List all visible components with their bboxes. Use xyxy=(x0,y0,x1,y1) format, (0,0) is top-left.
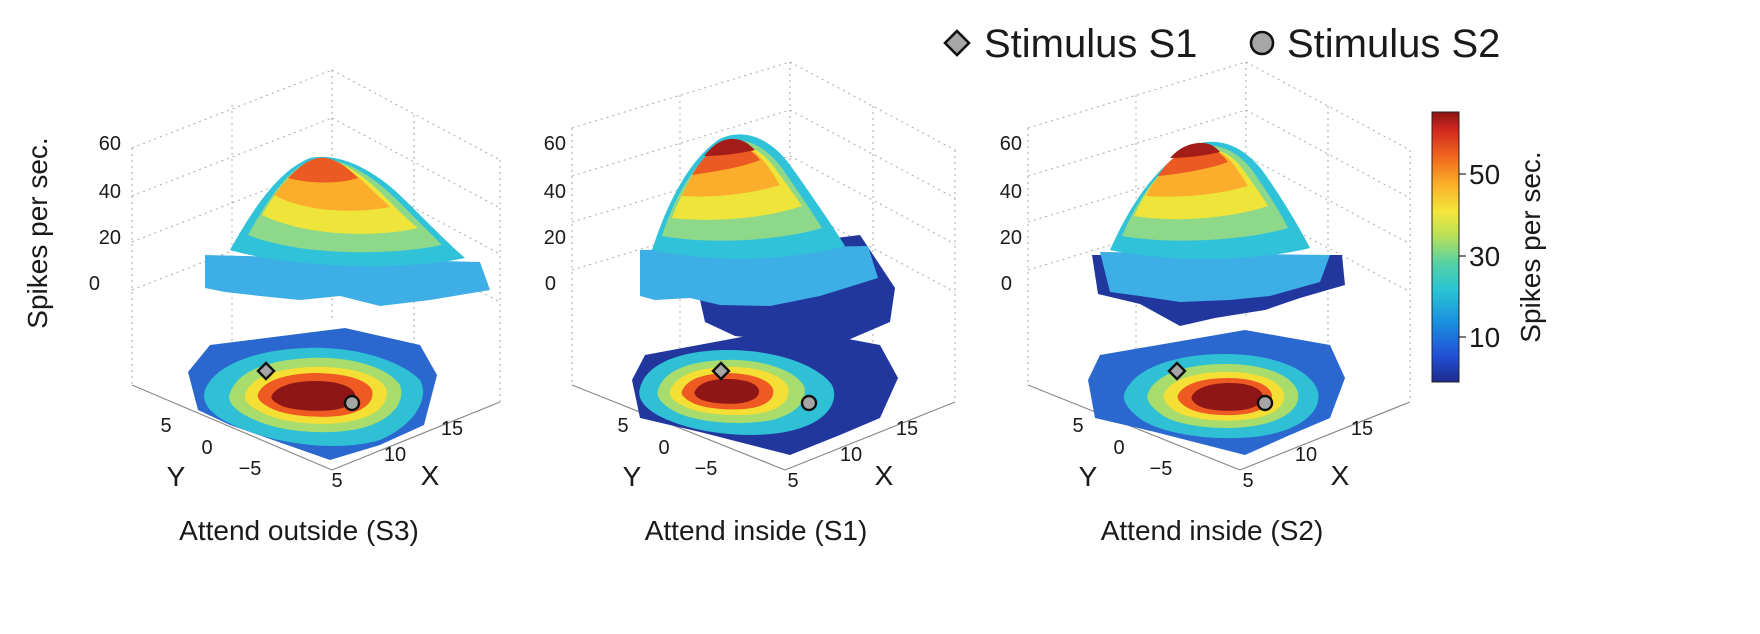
panel-3-ztick: 60 xyxy=(1000,133,1022,155)
colorbar: 10 30 50 Spikes per sec. xyxy=(1431,111,1546,383)
colorbar-label: Spikes per sec. xyxy=(1515,151,1546,342)
panel-2-x-axis-label: X xyxy=(875,460,894,491)
panel-3-stimulus-s1-marker xyxy=(1167,361,1187,381)
panel-3-xtick: 15 xyxy=(1351,418,1373,440)
panel-3-band-5 xyxy=(1158,147,1228,176)
panel-3-contour xyxy=(1088,330,1345,455)
colorbar-ticks: 10 30 50 xyxy=(1459,159,1500,353)
panel-2-y-axis-label: Y xyxy=(623,461,642,492)
panel-2-markers xyxy=(711,361,818,412)
colorbar-tick-label: 50 xyxy=(1469,159,1500,190)
panel-1-xtick: 5 xyxy=(331,470,342,492)
panel-3-ytick: 5 xyxy=(1072,415,1083,437)
panel-3-band-peak xyxy=(1170,142,1220,158)
panel-3-xtick: 10 xyxy=(1295,444,1317,466)
panel-2-ytick: −5 xyxy=(695,458,718,480)
panel-1-ytick: 0 xyxy=(201,437,212,459)
panel-1-z-axis-label: Spikes per sec. xyxy=(22,137,53,328)
panel-attend-inside-s1: 60 40 20 0 5 0 −5 5 10 15 Y X Attend ins… xyxy=(544,61,956,546)
panel-3-contour-peak xyxy=(1191,383,1264,411)
panel-3-x-axis-label: X xyxy=(1331,460,1350,491)
panel-1-z-ticks: 60 40 20 0 xyxy=(89,133,121,295)
panel-2-contour-peak xyxy=(694,379,760,404)
panel-1-y-axis-label: Y xyxy=(167,461,186,492)
legend-s2-circle-icon xyxy=(1249,30,1275,56)
panel-attend-outside: 60 40 20 0 5 0 −5 5 10 15 Y X Spikes per… xyxy=(22,69,501,546)
panel-3-y-axis-label: Y xyxy=(1079,461,1098,492)
panel-1-ztick: 0 xyxy=(89,273,100,295)
panel-3-caption: Attend inside (S2) xyxy=(1101,515,1324,546)
panel-2-xtick: 15 xyxy=(896,418,918,440)
panel-3-x-ticks: 5 10 15 xyxy=(1242,418,1373,492)
panel-3-markers xyxy=(1167,361,1274,412)
panel-2-caption: Attend inside (S1) xyxy=(645,515,868,546)
panel-2-surface xyxy=(640,134,895,342)
panel-1-y-ticks: 5 0 −5 xyxy=(160,415,261,480)
panel-1-contour-peak xyxy=(271,381,356,411)
colorbar-tick-label: 30 xyxy=(1469,241,1500,272)
panel-1-xtick: 10 xyxy=(384,444,406,466)
colorbar-gradient xyxy=(1431,111,1460,383)
panel-3-surface xyxy=(1092,141,1345,326)
panel-2-z-ticks: 60 40 20 0 xyxy=(544,133,566,295)
panel-3-ytick: 0 xyxy=(1113,437,1124,459)
panel-1-ytick: 5 xyxy=(160,415,171,437)
panel-2-ztick: 20 xyxy=(544,227,566,249)
panel-3-surface-base xyxy=(1100,252,1330,302)
panel-1-x-ticks: 5 10 15 xyxy=(331,418,463,492)
panel-1-surface-base xyxy=(205,255,490,306)
panel-2-y-ticks: 5 0 −5 xyxy=(617,415,717,480)
panel-2-stimulus-s1-marker xyxy=(711,361,731,381)
panel-2-ztick: 0 xyxy=(545,273,556,295)
panel-2-ztick: 60 xyxy=(544,133,566,155)
panel-1-ztick: 60 xyxy=(99,133,121,155)
panel-1-surface xyxy=(205,156,490,306)
panel-2-contour xyxy=(632,328,898,455)
panel-attend-inside-s2: 60 40 20 0 5 0 −5 5 10 15 Y X Attend ins… xyxy=(1000,61,1411,546)
panel-1-markers xyxy=(256,361,361,412)
panel-3-ytick: −5 xyxy=(1150,458,1173,480)
legend-s2-label: Stimulus S2 xyxy=(1287,22,1500,66)
panel-2-ytick: 0 xyxy=(658,437,669,459)
panel-3-ztick: 20 xyxy=(1000,227,1022,249)
legend-s1-label: Stimulus S1 xyxy=(984,22,1197,66)
panel-2-ytick: 5 xyxy=(617,415,628,437)
panel-2-x-ticks: 5 10 15 xyxy=(787,418,918,492)
panel-1-xtick: 15 xyxy=(441,418,463,440)
panel-2-xtick: 5 xyxy=(787,470,798,492)
panel-2-stimulus-s2-marker xyxy=(800,394,818,412)
panel-2-band-peak xyxy=(704,138,755,156)
panel-1-ztick: 20 xyxy=(99,227,121,249)
colorbar-tick-label: 10 xyxy=(1469,322,1500,353)
panel-1-contour xyxy=(188,328,437,460)
panel-1-ztick: 40 xyxy=(99,181,121,203)
legend-s1-diamond-icon xyxy=(943,29,971,57)
panel-1-caption: Attend outside (S3) xyxy=(179,515,419,546)
legend: Stimulus S1 Stimulus S2 xyxy=(943,22,1500,66)
panel-2-xtick: 10 xyxy=(840,444,862,466)
panel-3-y-ticks: 5 0 −5 xyxy=(1072,415,1172,480)
panel-3-stimulus-s2-marker xyxy=(1256,394,1274,412)
panel-3-z-ticks: 60 40 20 0 xyxy=(1000,133,1022,295)
panel-3-ztick: 40 xyxy=(1000,181,1022,203)
panel-1-ytick: −5 xyxy=(239,458,262,480)
panel-3-ztick: 0 xyxy=(1001,273,1012,295)
panel-2-surface-base xyxy=(640,246,878,306)
panel-1-stimulus-s1-marker xyxy=(256,361,276,381)
panel-2-ztick: 40 xyxy=(544,181,566,203)
panel-1-x-axis-label: X xyxy=(421,460,440,491)
panel-1-band-5 xyxy=(288,157,358,183)
panel-1-stimulus-s2-marker xyxy=(343,394,361,412)
panel-3-xtick: 5 xyxy=(1242,470,1253,492)
